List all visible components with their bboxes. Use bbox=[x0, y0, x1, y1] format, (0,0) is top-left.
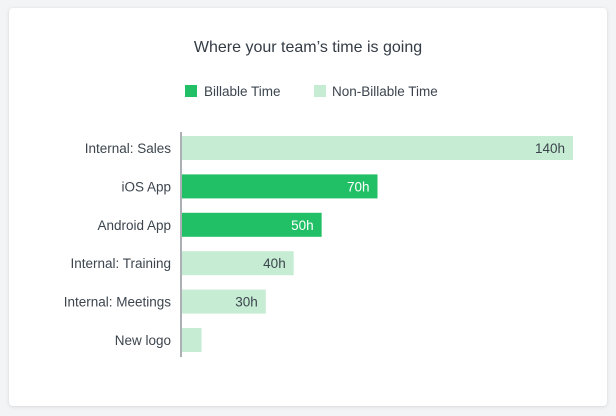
value-label-internal-sales: 140h bbox=[535, 141, 565, 156]
category-label-new-logo: New logo bbox=[115, 333, 171, 348]
bar-internal-training[interactable] bbox=[182, 251, 294, 276]
legend-swatch-non-billable bbox=[314, 85, 326, 97]
bar-new-logo[interactable] bbox=[182, 328, 202, 352]
category-label-internal-training: Internal: Training bbox=[70, 256, 171, 271]
legend: Billable Time Non-Billable Time bbox=[185, 84, 438, 99]
value-label-internal-training: 40h bbox=[263, 256, 286, 271]
category-label-internal-sales: Internal: Sales bbox=[85, 141, 172, 156]
category-label-ios-app: iOS App bbox=[121, 179, 171, 194]
legend-label-non-billable: Non-Billable Time bbox=[332, 84, 438, 99]
bar-internal-meetings[interactable] bbox=[182, 289, 266, 314]
value-label-internal-meetings: 30h bbox=[235, 295, 258, 310]
category-label-internal-meetings: Internal: Meetings bbox=[64, 295, 172, 310]
bar-chart: Where your team’s time is going Billable… bbox=[64, 39, 573, 357]
bars-group: Internal: Sales 140h iOS App 70h Android App… bbox=[64, 136, 573, 352]
chart-card: Where your team’s time is going Billable… bbox=[9, 8, 607, 406]
value-label-android-app: 50h bbox=[291, 218, 314, 233]
legend-swatch-billable bbox=[185, 85, 197, 97]
bar-android-app[interactable] bbox=[182, 212, 322, 237]
legend-label-billable: Billable Time bbox=[204, 84, 281, 99]
value-label-ios-app: 70h bbox=[347, 179, 370, 194]
category-label-android-app: Android App bbox=[97, 218, 171, 233]
bar-ios-app[interactable] bbox=[182, 174, 378, 199]
bar-internal-sales[interactable] bbox=[182, 136, 573, 160]
chart-title: Where your team’s time is going bbox=[194, 39, 422, 56]
